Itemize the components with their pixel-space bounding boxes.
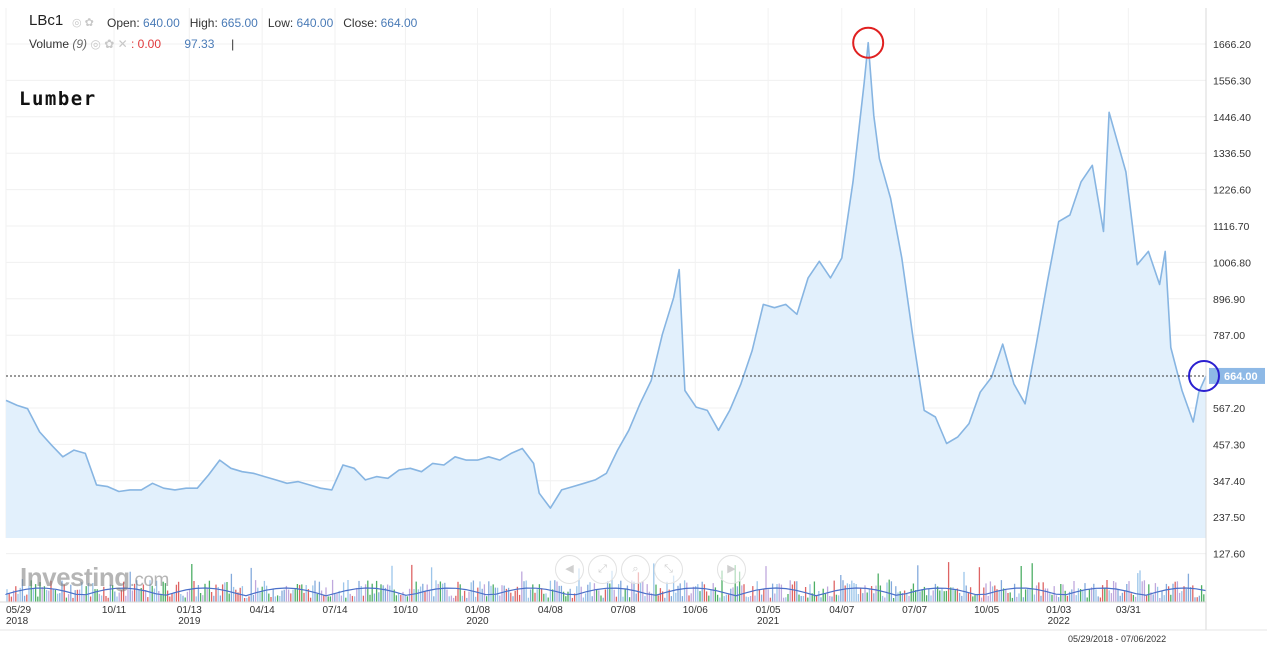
price-line xyxy=(5,41,1207,509)
chevron-left-icon[interactable]: ◀ xyxy=(555,555,584,584)
price-area xyxy=(6,42,1206,538)
y-tick-label: 1666.20 xyxy=(1213,39,1251,51)
x-tick-label: 07/08 xyxy=(611,605,636,616)
volume-settings-icon[interactable]: ◎ ✿ ✕ xyxy=(90,37,128,51)
y-tick-label: 457.30 xyxy=(1213,439,1245,451)
x-tick-label: 10/05 xyxy=(974,605,999,616)
close-value: 664.00 xyxy=(380,16,418,30)
y-tick-label: 567.20 xyxy=(1213,403,1245,415)
ohlc-readout: Open: 640.00 High: 665.00 Low: 640.00 Cl… xyxy=(107,16,418,30)
y-tick-label: 1116.70 xyxy=(1213,221,1250,233)
y-tick-label: 237.50 xyxy=(1213,512,1245,524)
x-tick-year-label: 2022 xyxy=(1048,616,1071,627)
volume-value-2: 97.33 xyxy=(184,37,215,51)
x-tick-label: 04/14 xyxy=(250,605,275,616)
x-tick-year-label: 2019 xyxy=(178,616,201,627)
zoom-out-icon[interactable]: ⤡ xyxy=(654,555,683,584)
open-value: 640.00 xyxy=(143,16,180,30)
eye-icon[interactable]: ◎ ✿ xyxy=(72,17,94,29)
chevron-right-icon[interactable]: ▶ xyxy=(717,555,746,584)
x-tick-label: 07/07 xyxy=(902,605,927,616)
x-tick-label: 10/10 xyxy=(393,605,418,616)
x-tick-label: 01/08 xyxy=(465,605,490,616)
high-value: 665.00 xyxy=(221,16,258,30)
x-tick-year-label: 2020 xyxy=(466,616,489,627)
x-tick-year-label: 2021 xyxy=(757,616,780,627)
y-tick-label: 1226.60 xyxy=(1213,185,1251,197)
legend: LBc1 ◎ ✿ Open: 640.00 High: 665.00 Low: … xyxy=(0,0,600,60)
x-tick-year-label: 2018 xyxy=(6,616,29,627)
x-tick-label: 01/13 xyxy=(177,605,202,616)
peak-circle xyxy=(852,26,885,59)
y-tick-label: 347.40 xyxy=(1213,476,1245,488)
y-tick-label: 1556.30 xyxy=(1213,75,1251,87)
x-tick-label: 01/05 xyxy=(756,605,781,616)
last-price-box xyxy=(1209,367,1265,384)
investing-logo: Investing.com xyxy=(20,562,169,592)
y-tick-label: 1336.50 xyxy=(1213,148,1251,160)
x-tick-label: 01/03 xyxy=(1046,605,1071,616)
y-tick-label: 1446.40 xyxy=(1213,112,1251,124)
y-tick-label: 127.60 xyxy=(1213,549,1245,561)
zoom-in-icon[interactable]: ⤢ xyxy=(588,555,617,584)
x-tick-label: 03/31 xyxy=(1116,605,1141,616)
x-tick-label: 07/14 xyxy=(323,605,348,616)
search-icon[interactable]: ⌕ xyxy=(621,555,650,584)
current-price-circle xyxy=(1188,359,1220,392)
x-tick-label: 10/11 xyxy=(102,605,127,616)
last-price-label: 664.00 xyxy=(1224,371,1258,383)
x-tick-label: 05/29 xyxy=(6,605,31,616)
x-tick-label: 04/07 xyxy=(829,605,854,616)
y-tick-label: 896.90 xyxy=(1213,294,1245,306)
volume-readout: Volume (9) ◎ ✿ ✕ : 0.00 97.33 | xyxy=(29,37,235,51)
y-tick-label: 1006.80 xyxy=(1213,257,1251,269)
annotation-title: Lumber xyxy=(19,88,97,110)
low-value: 640.00 xyxy=(296,16,334,30)
x-tick-label: 04/08 xyxy=(538,605,563,616)
volume-value-1: 0.00 xyxy=(137,37,162,51)
y-tick-label: 787.00 xyxy=(1213,330,1245,342)
x-tick-label: 10/06 xyxy=(683,605,708,616)
symbol-label: LBc1 xyxy=(29,12,64,29)
volume-average-line xyxy=(5,587,1207,597)
date-range: 05/29/2018 - 07/06/2022 xyxy=(1068,634,1167,644)
